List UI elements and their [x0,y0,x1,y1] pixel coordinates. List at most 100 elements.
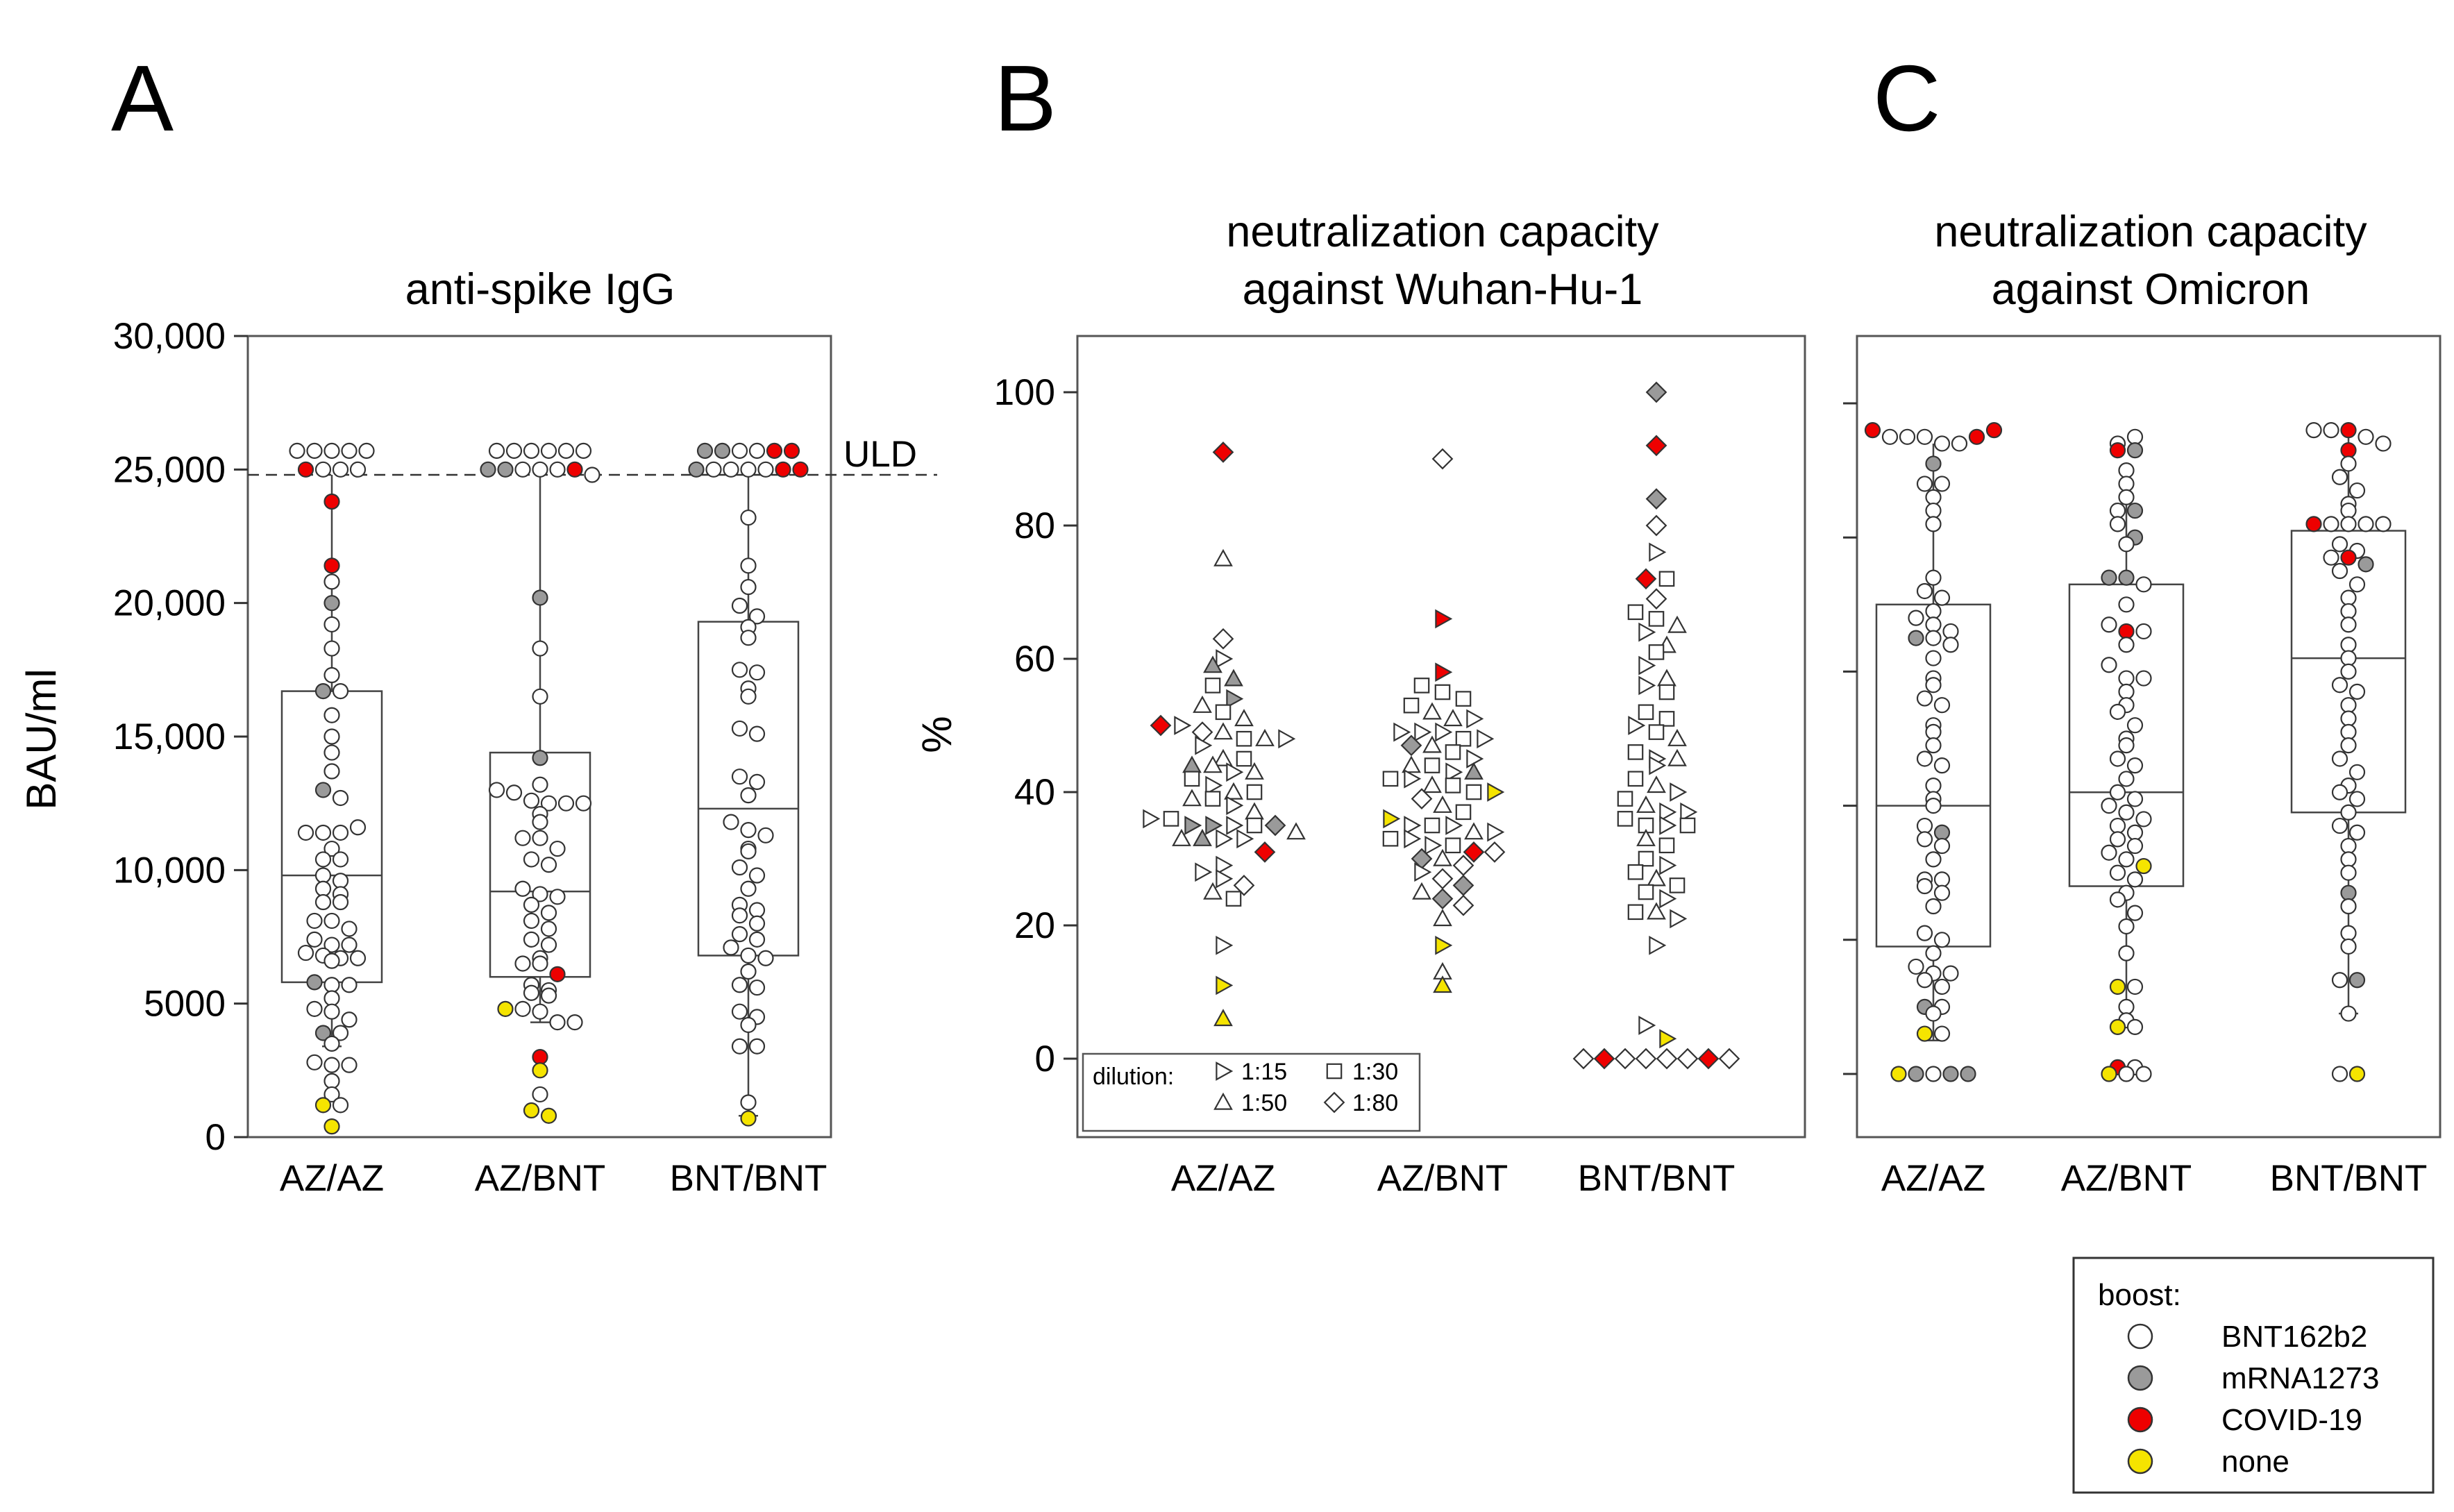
boost-legend-swatch [2127,1365,2153,1391]
panel-b-point [1254,841,1276,863]
panel-a-ytick-label: 20,000 [113,583,226,624]
panel-c-point [1908,958,1924,975]
panel-c-point [1925,616,1942,633]
panel-c-point [2118,489,2135,505]
panel-b-point [1670,782,1688,802]
panel-c-point [2135,857,2152,875]
panel-b-point [1213,548,1233,566]
panel-a-point [566,1014,583,1031]
panel-a-point [314,851,332,868]
panel-b-point [1382,771,1399,787]
panel-c-point [2340,723,2357,740]
panel-b-point [1434,684,1451,700]
panel-a-point [306,1054,323,1070]
panel-a-point [748,442,766,460]
panel-a-point [540,921,557,937]
panel-b-point [1184,771,1200,787]
panel-a-point [523,851,540,868]
panel-b-point [1205,816,1223,835]
panel-b-point [1245,802,1264,820]
panel-c-point [1899,428,1916,445]
panel-c-point [1942,965,1959,982]
panel-b-point [1463,841,1485,863]
panel-a-point [740,843,757,860]
panel-a-point [532,886,548,902]
panel-c-point [2340,663,2357,680]
panel-b-point [1627,744,1644,760]
panel-letter-a: A [111,46,174,151]
panel-a-point [349,950,367,966]
panel-a-point [748,664,766,681]
panel-a-point [792,461,809,478]
panel-c-point [2109,516,2126,532]
panel-b-point [1667,728,1687,746]
panel-a-xtick-label: AZ/AZ [280,1158,384,1199]
panel-b-point [1645,381,1667,403]
panel-a-point [523,931,540,948]
panel-b-point [1224,669,1243,687]
dilution-legend-symbol [1326,1063,1343,1080]
panel-a-point [740,461,757,478]
panel-b-point [1435,722,1453,742]
panel-a-ytick-label: 0 [205,1117,226,1158]
panel-a-point [314,867,332,884]
panel-a-point [523,896,540,913]
panel-c-point [2109,978,2126,996]
panel-a-point [757,827,774,843]
panel-a-point [314,683,332,700]
panel-c-point [2340,710,2357,727]
panel-c-point [2340,603,2357,620]
panel-c-point [1925,630,1942,646]
panel-c-point [2340,898,2357,915]
panel-c-point [2126,757,2144,774]
panel-b-point [1203,655,1222,673]
boost-legend-label: BNT162b2 [2221,1320,2367,1354]
panel-a-point [740,688,757,705]
dilution-legend-title: dilution: [1093,1064,1174,1090]
panel-b-point [1647,775,1666,793]
panel-c-point [1951,435,1968,452]
panel-b-point [1422,735,1442,753]
panel-c-point [1908,610,1924,626]
panel-b-point [1404,816,1422,835]
panel-c-point [2331,677,2348,694]
panel-c-point [1968,428,1985,445]
panel-a-point [349,819,367,836]
panel-b-point [1445,744,1461,760]
panel-a-point [497,461,514,478]
panel-b-point [1614,1048,1636,1070]
panel-c-point [1942,623,1959,640]
panel-a-point [488,782,505,798]
panel-b-point [1226,816,1244,835]
panel-c-point [1881,428,1899,445]
panel-a-point [532,830,548,846]
panel-b-point [1617,791,1633,807]
panel-c-point [2358,556,2374,573]
panel-c-point [2118,1066,2135,1082]
panel-c-point [2340,925,2357,941]
panel-a-point [314,893,332,911]
panel-a-point [523,442,540,460]
panel-b-point [1697,1048,1720,1070]
panel-b-point [1667,748,1687,766]
panel-a-point [748,902,766,918]
panel-b-point [1593,1048,1615,1070]
panel-a-point [540,936,557,953]
panel-b-point [1680,802,1698,822]
panel-c-point [2340,938,2357,955]
panel-a-point [306,912,323,930]
dilution-legend-label: 1:15 [1241,1059,1287,1085]
panel-c-point [2118,596,2135,613]
panel-a-point [731,442,748,460]
panel-a-ytick-label: 15,000 [113,716,226,757]
panel-b-point [1445,837,1461,854]
panel-a-point [549,461,566,478]
panel-b-point [1234,709,1254,727]
panel-c-point [2109,784,2126,800]
panel-a-point [523,912,540,930]
panel-c-point [2323,549,2339,566]
panel-c-point [1925,945,1942,961]
panel-b-point [1638,622,1656,642]
panel-c-point [2348,683,2366,700]
panel-a-point [549,1014,566,1031]
